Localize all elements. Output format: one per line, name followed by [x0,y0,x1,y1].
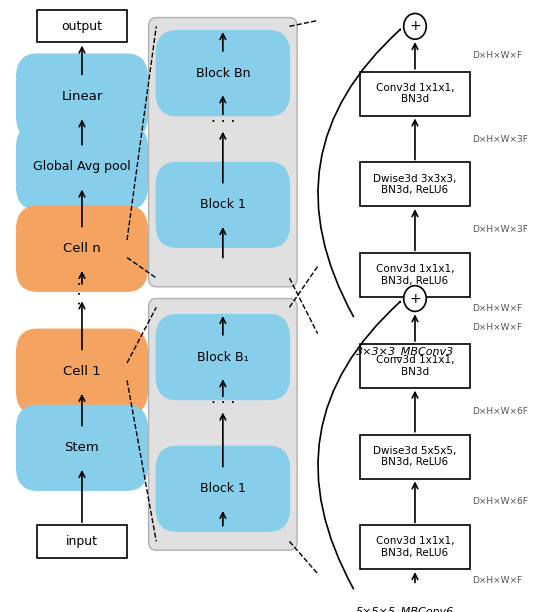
Text: D×H×W×6F: D×H×W×6F [473,407,528,416]
Text: D×H×W×3F: D×H×W×3F [473,135,528,144]
FancyBboxPatch shape [17,124,147,209]
Bar [360,344,470,388]
Bar [360,435,470,479]
Text: Cell n: Cell n [63,242,101,255]
Text: · · ·: · · · [211,397,235,411]
Bar [37,525,127,558]
FancyBboxPatch shape [17,54,147,139]
FancyArrowPatch shape [318,29,400,316]
FancyBboxPatch shape [17,206,147,291]
Text: Dwise3d 5x5x5,
BN3d, ReLU6: Dwise3d 5x5x5, BN3d, ReLU6 [373,446,457,468]
Text: input: input [66,535,98,548]
Text: D×H×W×F: D×H×W×F [473,51,523,60]
Text: 3×3×3_MBConv3: 3×3×3_MBConv3 [355,346,454,357]
Text: +: + [409,291,421,305]
Text: output: output [62,20,102,33]
Bar [360,525,470,569]
Text: 5×5×5_MBConv6: 5×5×5_MBConv6 [355,606,454,612]
Circle shape [404,286,426,312]
Text: Dwise3d 3x3x3,
BN3d, ReLU6: Dwise3d 3x3x3, BN3d, ReLU6 [373,174,457,195]
Text: D×H×W×3F: D×H×W×3F [473,225,528,234]
Text: Stem: Stem [65,441,99,454]
FancyBboxPatch shape [157,446,289,531]
FancyBboxPatch shape [157,315,289,400]
FancyBboxPatch shape [148,299,297,550]
FancyArrowPatch shape [318,302,400,589]
Bar [360,162,470,206]
Text: Cell 1: Cell 1 [63,365,101,378]
Text: Conv3d 1x1x1,
BN3d: Conv3d 1x1x1, BN3d [376,355,454,376]
FancyBboxPatch shape [17,329,147,414]
Circle shape [404,13,426,39]
Text: D×H×W×F: D×H×W×F [473,323,523,332]
Text: D×H×W×6F: D×H×W×6F [473,498,528,506]
Text: Linear: Linear [61,90,103,103]
Text: D×H×W×F: D×H×W×F [473,304,523,313]
Text: Global Avg pool: Global Avg pool [33,160,131,173]
FancyBboxPatch shape [157,31,289,116]
Text: · · ·: · · · [75,280,90,305]
FancyBboxPatch shape [17,405,147,490]
Bar [360,72,470,116]
Text: Block 1: Block 1 [200,198,246,211]
Text: Conv3d 1x1x1,
BN3d: Conv3d 1x1x1, BN3d [376,83,454,105]
Text: Conv3d 1x1x1,
BN3d, ReLU6: Conv3d 1x1x1, BN3d, ReLU6 [376,537,454,558]
Text: Block B₁: Block B₁ [197,351,249,364]
Bar [360,253,470,297]
FancyBboxPatch shape [157,162,289,247]
Text: D×H×W×F: D×H×W×F [473,576,523,584]
Text: +: + [409,20,421,33]
FancyBboxPatch shape [148,18,297,287]
Text: · · ·: · · · [211,116,235,130]
Text: Block 1: Block 1 [200,482,246,495]
Text: Block Bn: Block Bn [196,67,250,80]
Bar [37,10,127,42]
Text: Conv3d 1x1x1,
BN3d, ReLU6: Conv3d 1x1x1, BN3d, ReLU6 [376,264,454,286]
